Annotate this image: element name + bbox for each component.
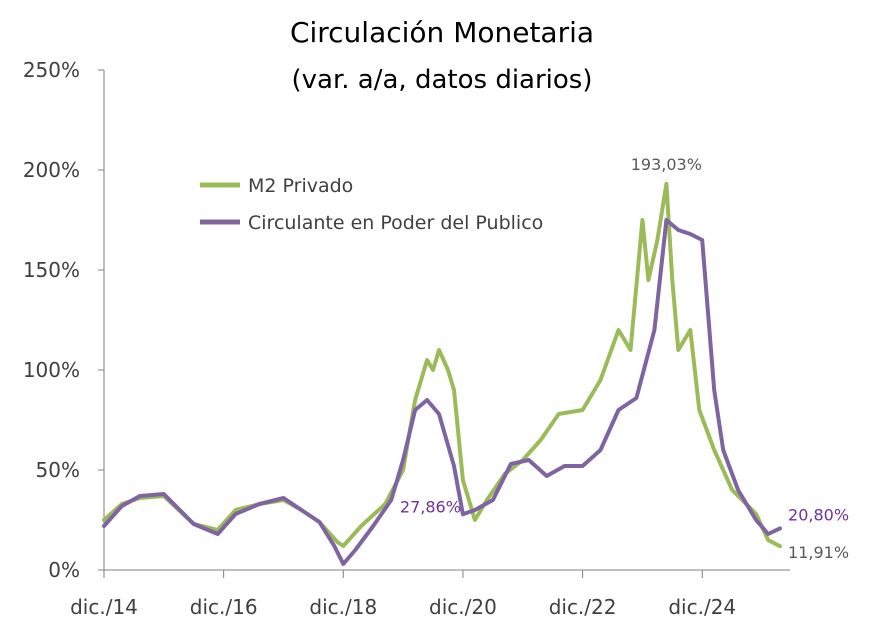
x-tick-label: dic./24 (668, 595, 736, 619)
y-tick-label: 100% (23, 358, 80, 382)
data-label: 11,91% (788, 543, 849, 562)
series-line-m2-privado (102, 181, 782, 549)
y-tick-label: 250% (23, 58, 80, 82)
data-label: 27,86% (400, 497, 461, 516)
data-label: 193,03% (631, 155, 702, 174)
x-tick-label: dic./16 (190, 595, 258, 619)
y-tick-label: 0% (48, 558, 80, 582)
chart-title: Circulación Monetaria (290, 16, 594, 49)
series-line-circulante (102, 218, 782, 566)
legend: M2 Privado Circulante en Poder del Public… (200, 175, 543, 234)
x-tick-label: dic./14 (70, 595, 138, 619)
y-axis-ticks: 0% 50% 100% 150% 200% 250% (23, 58, 104, 582)
chart-subtitle: (var. a/a, datos diarios) (292, 65, 593, 95)
x-axis-ticks: dic./14 dic./16 dic./18 dic./20 dic./22 dic./… (70, 570, 736, 619)
y-tick-label: 150% (23, 258, 80, 282)
x-tick-label: dic./18 (309, 595, 377, 619)
annotations: 193,03% 27,86% 20,80% 11,91% (400, 155, 849, 562)
data-label: 20,80% (788, 505, 849, 524)
legend-label: M2 Privado (248, 175, 353, 197)
y-tick-label: 50% (36, 458, 80, 482)
series-layer (102, 181, 782, 566)
y-tick-label: 200% (23, 158, 80, 182)
x-tick-label: dic./20 (429, 595, 497, 619)
x-tick-label: dic./22 (549, 595, 617, 619)
legend-label: Circulante en Poder del Publico (248, 212, 543, 234)
